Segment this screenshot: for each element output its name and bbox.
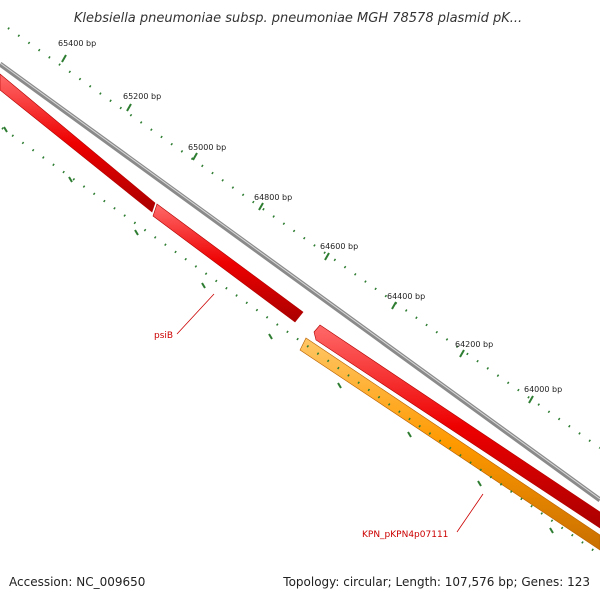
tick-label-64600: 64600 bp — [320, 242, 358, 251]
tick-label-64200: 64200 bp — [455, 340, 493, 349]
gene-feature-psib — [152, 203, 304, 323]
outer-major-ticks — [61, 54, 534, 404]
gene-label-psib: psiB — [154, 331, 173, 341]
kpn-label-line — [456, 493, 484, 533]
plasmid-backbone — [0, 61, 600, 503]
map-title: Klebsiella pneumoniae subsp. pneumoniae … — [74, 11, 522, 26]
gene-label-kpn-pkpn4p07111: KPN_pKPN4p07111 — [362, 530, 448, 540]
inner-tick-track — [1, 127, 600, 556]
accession-text: Accession: NC_009650 — [9, 575, 145, 589]
outer-tick-track — [7, 27, 600, 449]
tick-label-65200: 65200 bp — [123, 92, 161, 101]
tick-label-64800: 64800 bp — [254, 193, 292, 202]
inner-major-ticks — [3, 126, 554, 534]
tick-label-64400: 64400 bp — [387, 292, 425, 301]
tick-label-65000: 65000 bp — [188, 143, 226, 152]
gene-feature-left-a — [0, 73, 156, 213]
psib-label-line — [176, 293, 215, 335]
summary-text: Topology: circular; Length: 107,576 bp; … — [282, 575, 590, 589]
tick-label-64000: 64000 bp — [524, 385, 562, 394]
tick-label-65400: 65400 bp — [58, 39, 96, 48]
gene-feature-kpn-pkpn4p07111 — [299, 337, 600, 551]
tick-labels: 65400 bp 65200 bp 65000 bp 64800 bp 6460… — [58, 39, 562, 394]
plasmid-backbone-highlight — [0, 62, 600, 500]
gene-feature-right — [313, 324, 600, 529]
